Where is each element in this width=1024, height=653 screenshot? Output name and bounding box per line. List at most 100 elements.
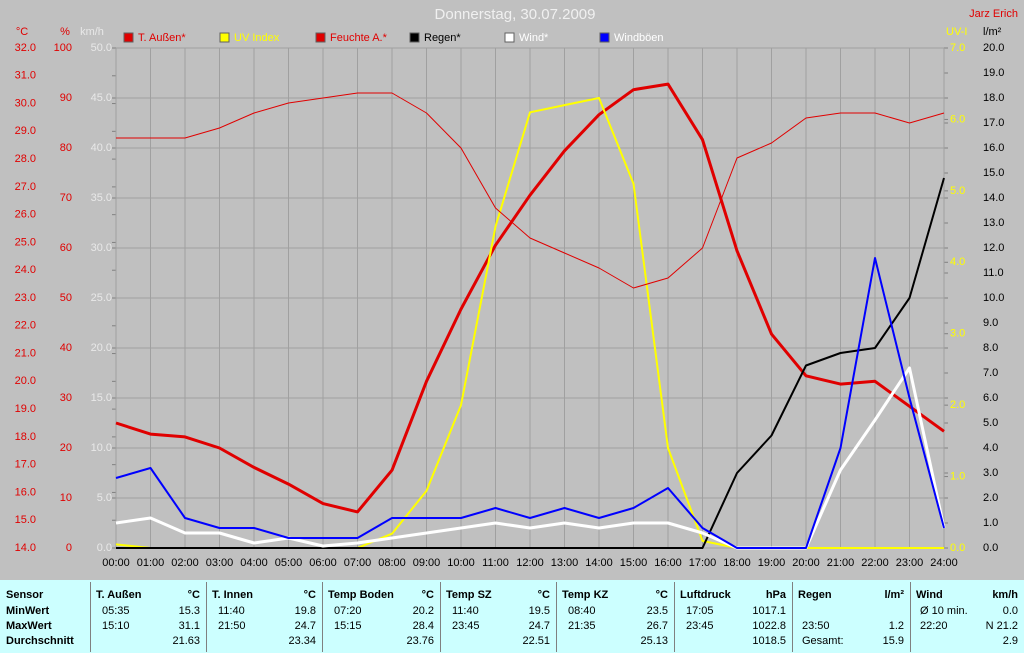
series-line: [116, 92, 945, 289]
y-tick-label: 45.0: [91, 92, 112, 104]
x-tick-label: 22:00: [861, 557, 889, 569]
cell-value: 19.5: [528, 605, 550, 617]
x-tick-label: 05:00: [275, 557, 303, 569]
x-tick-label: 08:00: [378, 557, 406, 569]
column-title: Temp SZ: [446, 589, 492, 601]
x-tick-label: 10:00: [447, 557, 475, 569]
column-unit: °C: [303, 589, 316, 601]
cell-value: 24.7: [528, 620, 550, 632]
cell-value: 31.1: [178, 620, 200, 632]
y-tick-label: 31.0: [15, 70, 36, 82]
y-tick-label: 26.0: [15, 209, 36, 221]
y-tick-label: 16.0: [983, 142, 1004, 154]
x-tick-label: 20:00: [792, 557, 820, 569]
cell-value: 1.2: [888, 620, 904, 632]
x-tick-label: 02:00: [171, 557, 199, 569]
column-unit: hPa: [765, 589, 786, 601]
y-tick-label: 3.0: [983, 467, 998, 479]
y-tick-label: 3.0: [950, 328, 965, 340]
separator: [910, 582, 911, 652]
row-label: MaxWert: [6, 620, 52, 632]
y-tick-label: 25.0: [15, 236, 36, 248]
x-tick-label: 04:00: [240, 557, 268, 569]
cell-time: 23:50: [802, 620, 830, 632]
y-tick-label: 1.0: [950, 470, 965, 482]
y-tick-label: 21.0: [15, 347, 36, 359]
y-tick-label: 23.0: [15, 292, 36, 304]
cell-time: 15:10: [102, 620, 130, 632]
axis-unit: km/h: [80, 26, 104, 38]
column-title: T. Innen: [212, 589, 253, 601]
legend-swatch: [315, 32, 326, 43]
axis-unit: °C: [16, 26, 28, 38]
y-tick-label: 6.0: [950, 113, 965, 125]
cell-time: 15:15: [334, 620, 362, 632]
y-tick-label: 18.0: [15, 431, 36, 443]
cell-time: 23:45: [686, 620, 714, 632]
stats-table: Sensor MinWert MaxWert Durchschnitt T. Außen…: [0, 580, 1024, 653]
cell-value: 24.7: [294, 620, 316, 632]
cell-value: 22.51: [522, 635, 550, 647]
y-tick-label: 29.0: [15, 125, 36, 137]
y-tick-label: 1.0: [983, 517, 998, 529]
y-tick-label: 14.0: [983, 192, 1004, 204]
y-tick-label: 19.0: [983, 67, 1004, 79]
y-tick-label: 0.0: [950, 542, 965, 554]
y-tick-label: 50: [60, 292, 72, 304]
cell-value: 15.3: [178, 605, 200, 617]
series-line: [115, 82, 945, 514]
author: Jarz Erich: [969, 8, 1018, 20]
cell-value: 1017.1: [752, 605, 786, 617]
cell-value: 19.8: [294, 605, 316, 617]
cell-value: 15.9: [882, 635, 904, 647]
chart: Donnerstag, 30.07.2009 Jarz Erich °C 14.0…: [15, 6, 1018, 569]
legend-label: Windböen: [614, 32, 664, 44]
x-tick-label: 18:00: [723, 557, 751, 569]
legend-label: Regen*: [424, 32, 461, 44]
x-tick-label: 14:00: [585, 557, 613, 569]
cell-time: 11:40: [218, 605, 245, 617]
cell-time: 22:20: [920, 620, 948, 632]
y-tick-label: 18.0: [983, 92, 1004, 104]
x-tick-label: 24:00: [930, 557, 958, 569]
y-tick-label: 19.0: [15, 403, 36, 415]
column-title: Wind: [916, 589, 943, 601]
x-tick-label: 21:00: [827, 557, 855, 569]
x-tick-label: 07:00: [344, 557, 372, 569]
y-tick-label: 70: [60, 192, 72, 204]
x-tick-label: 19:00: [758, 557, 786, 569]
x-tick-label: 12:00: [516, 557, 544, 569]
series-line: [116, 177, 945, 549]
column-title: T. Außen: [96, 589, 142, 601]
y-tick-label: 0.0: [97, 542, 112, 554]
x-tick-label: 09:00: [413, 557, 441, 569]
y-tick-label: 15.0: [91, 392, 112, 404]
chart-title: Donnerstag, 30.07.2009: [435, 6, 596, 23]
cell-time: 11:40: [452, 605, 479, 617]
y-tick-label: 90: [60, 92, 72, 104]
legend-swatch: [219, 32, 230, 43]
legend-label: Wind*: [519, 32, 549, 44]
cell-value: 1018.5: [752, 635, 786, 647]
y-tick-label: 60: [60, 242, 72, 254]
axis-unit: l/m²: [983, 26, 1002, 38]
y-tick-label: 6.0: [983, 392, 998, 404]
y-tick-label: 30.0: [15, 97, 36, 109]
column-unit: °C: [655, 589, 668, 601]
y-tick-label: 17.0: [15, 459, 36, 471]
x-tick-label: 06:00: [309, 557, 337, 569]
y-tick-label: 20.0: [91, 342, 112, 354]
cell-value: 23.76: [406, 635, 434, 647]
x-tick-label: 03:00: [206, 557, 234, 569]
y-tick-label: 30: [60, 392, 72, 404]
y-tick-label: 100: [54, 42, 72, 54]
legend-label: Feuchte A.*: [330, 32, 388, 44]
y-tick-label: 5.0: [950, 185, 965, 197]
y-tick-label: 20.0: [15, 375, 36, 387]
separator: [556, 582, 557, 652]
y-tick-label: 2.0: [950, 399, 965, 411]
cell-value: 1022.8: [752, 620, 786, 632]
y-tick-label: 14.0: [15, 542, 36, 554]
y-tick-label: 20.0: [983, 42, 1004, 54]
x-tick-label: 13:00: [551, 557, 579, 569]
